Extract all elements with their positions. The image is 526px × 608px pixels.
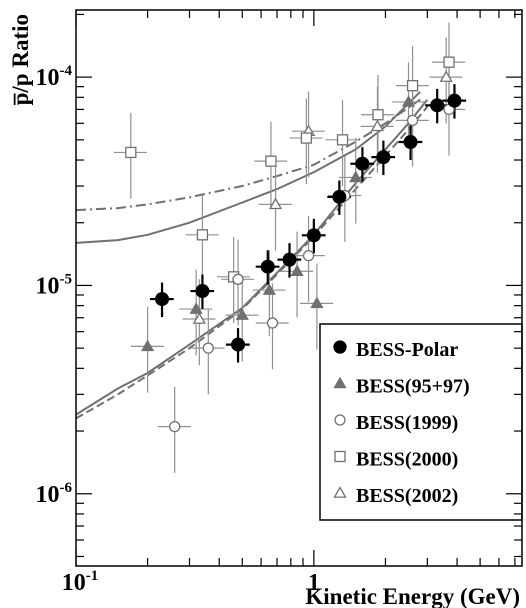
data-point xyxy=(302,249,315,262)
model-curves xyxy=(75,91,429,420)
data-point xyxy=(401,95,416,107)
model-curve xyxy=(75,98,429,416)
tick-labels: 10-1 1 10-6 10-5 10-4 xyxy=(36,63,320,596)
data-point xyxy=(290,264,304,277)
data-point xyxy=(370,119,385,132)
legend-marker xyxy=(334,450,346,463)
y-axis-label: p̅/p Ratio xyxy=(8,14,33,105)
data-point xyxy=(355,156,370,171)
model-curve xyxy=(75,91,421,244)
legend-marker xyxy=(333,486,347,498)
data-point xyxy=(268,197,283,210)
data-markers xyxy=(125,56,462,433)
x-tick-label: 1 xyxy=(308,570,320,596)
data-point xyxy=(406,114,419,127)
data-point xyxy=(265,155,277,167)
data-point xyxy=(430,98,445,113)
x-tick-label: 10-1 xyxy=(62,568,99,596)
data-point xyxy=(406,80,419,92)
legend-label: BESS(95+97) xyxy=(356,376,470,398)
data-point xyxy=(260,259,275,274)
data-point xyxy=(336,134,349,146)
x-axis-label: Kinetic Energy (GeV) xyxy=(305,584,520,608)
data-point xyxy=(439,70,453,82)
data-point xyxy=(196,229,209,241)
legend-marker xyxy=(333,376,347,389)
data-point xyxy=(266,317,279,329)
legend-label: BESS(1999) xyxy=(356,412,458,434)
data-point xyxy=(332,189,347,204)
data-point xyxy=(447,93,462,108)
data-point xyxy=(231,337,246,352)
data-point xyxy=(192,312,206,324)
legend-marker xyxy=(333,340,347,354)
data-point xyxy=(140,339,155,352)
data-point xyxy=(202,342,214,354)
data-point xyxy=(300,132,313,144)
data-point xyxy=(376,150,391,165)
data-point xyxy=(310,296,324,309)
data-point xyxy=(189,302,203,314)
model-curve xyxy=(75,106,429,420)
legend-label: BESS(2000) xyxy=(356,449,458,471)
axis-ticks xyxy=(75,10,522,566)
data-point xyxy=(195,284,210,299)
data-point xyxy=(306,228,321,243)
legend-marker xyxy=(334,414,346,426)
y-tick-label: 10-4 xyxy=(36,63,73,91)
data-point xyxy=(235,308,249,320)
data-point xyxy=(262,283,276,295)
data-point xyxy=(282,252,297,267)
legend-label: BESS(2002) xyxy=(356,485,458,507)
data-point xyxy=(443,56,455,68)
legend-label: BESS-Polar xyxy=(356,339,458,361)
data-point xyxy=(232,273,244,285)
plot-frame xyxy=(75,9,523,567)
data-point xyxy=(155,292,170,307)
data-point xyxy=(403,135,418,150)
y-tick-label: 10-6 xyxy=(36,480,73,508)
data-point xyxy=(125,146,137,159)
model-curve xyxy=(75,98,421,212)
data-point xyxy=(372,109,384,121)
legend: BESS-Polar BESS(95+97) BESS(1999) BESS(2000… xyxy=(333,339,470,507)
y-tick-label: 10-5 xyxy=(36,271,73,299)
data-point xyxy=(169,420,181,433)
data-point xyxy=(349,170,363,183)
